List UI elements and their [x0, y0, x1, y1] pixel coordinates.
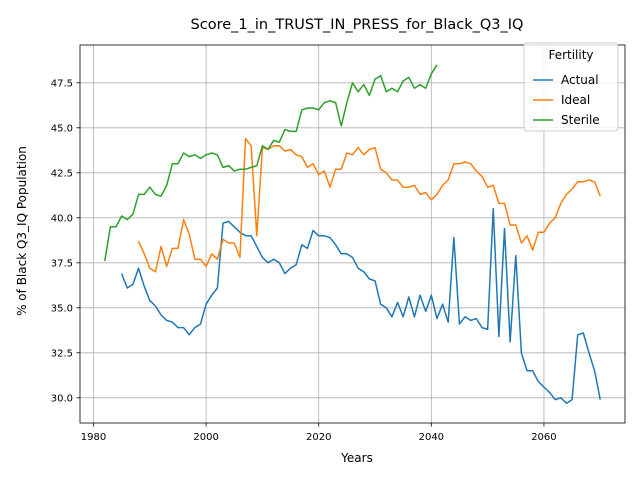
legend: Fertility Actual Ideal Sterile [523, 42, 619, 132]
y-tick-label: 37.5 [51, 258, 73, 269]
x-tick-label: 2000 [193, 432, 218, 443]
axis-ticks: 1980 2000 2020 2040 2060 30.0 32.5 35.0 37.5 40.0… [51, 78, 557, 443]
y-tick-label: 32.5 [51, 348, 73, 359]
series-line-sterile [104, 64, 438, 262]
y-tick-label: 42.5 [51, 168, 73, 179]
y-tick-label: 30.0 [51, 393, 73, 404]
chart-title: Score_1_in_TRUST_IN_PRESS_for_Black_Q3_I… [191, 17, 524, 33]
series-line-actual [120, 208, 601, 404]
y-tick-label: 47.5 [51, 78, 73, 89]
y-axis-label: % of Black Q3_IQ Population [15, 146, 29, 316]
legend-box [523, 42, 619, 132]
grid [80, 45, 625, 423]
series-line-ideal [137, 137, 601, 273]
x-tick-label: 2040 [419, 432, 444, 443]
x-tick-label: 2060 [531, 432, 556, 443]
legend-label-sterile: Sterile [561, 113, 600, 127]
plot-frame [79, 44, 626, 424]
y-tick-label: 40.0 [51, 213, 73, 224]
x-axis-label: Years [340, 451, 373, 465]
x-tick-label: 2020 [306, 432, 331, 443]
legend-title: Fertility [548, 48, 593, 62]
legend-label-actual: Actual [561, 73, 599, 87]
legend-entries: Actual Ideal Sterile [533, 73, 600, 127]
y-tick-label: 35.0 [51, 303, 73, 314]
series-lines [104, 64, 601, 404]
y-tick-label: 45.0 [51, 123, 73, 134]
x-tick-label: 1980 [81, 432, 106, 443]
legend-label-ideal: Ideal [561, 93, 590, 107]
